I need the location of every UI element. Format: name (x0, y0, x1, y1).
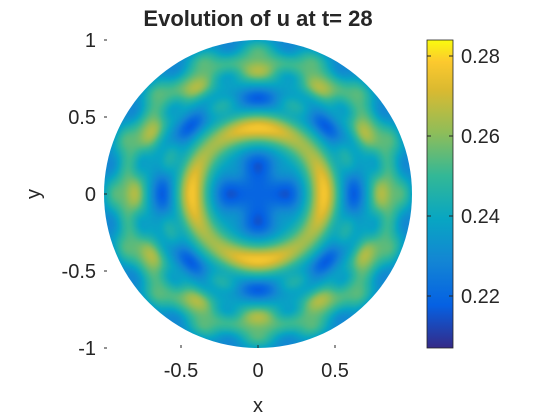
colorbar-tick-label: 0.26 (461, 126, 500, 148)
y-tick-label: 0.5 (68, 107, 96, 129)
x-tick-label: 0.5 (321, 360, 349, 382)
colorbar-gradient (426, 39, 454, 349)
y-tick-label: 0 (85, 184, 96, 206)
heatmap-field (104, 40, 412, 348)
x-tick-label: -0.5 (164, 360, 198, 382)
y-tick-label: -0.5 (62, 261, 96, 283)
y-axis: 1 0.5 0 -0.5 -1 (62, 30, 107, 360)
colorbar-tick-label: 0.28 (461, 46, 500, 68)
x-tick-label: 0 (252, 360, 263, 382)
y-tick-label: 1 (85, 30, 96, 52)
y-axis-label: y (23, 189, 45, 199)
chart-title: Evolution of u at t= 28 (143, 6, 372, 31)
colorbar-tick-label: 0.24 (461, 206, 500, 228)
colorbar: 0.22 0.24 0.26 0.28 (426, 39, 500, 349)
x-axis: -0.5 0 0.5 (164, 345, 349, 382)
y-tick-label: -1 (78, 338, 96, 360)
x-axis-label: x (253, 395, 263, 417)
heatmap-plot-area (104, 40, 412, 348)
colorbar-ticks: 0.22 0.24 0.26 0.28 (427, 46, 500, 308)
colorbar-tick-label: 0.22 (461, 286, 500, 308)
